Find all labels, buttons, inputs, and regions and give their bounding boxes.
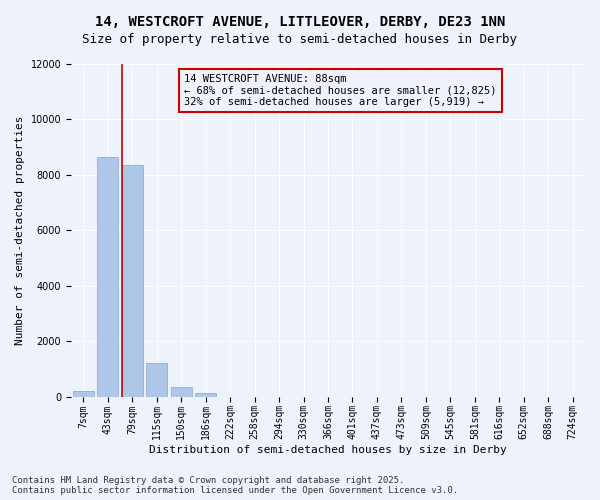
- Bar: [146, 364, 167, 396]
- Text: 14, WESTCROFT AVENUE, LITTLEOVER, DERBY, DE23 1NN: 14, WESTCROFT AVENUE, LITTLEOVER, DERBY,…: [95, 15, 505, 29]
- Y-axis label: Number of semi-detached properties: Number of semi-detached properties: [15, 116, 25, 345]
- Text: 14 WESTCROFT AVENUE: 88sqm
← 68% of semi-detached houses are smaller (12,825)
32: 14 WESTCROFT AVENUE: 88sqm ← 68% of semi…: [184, 74, 497, 107]
- X-axis label: Distribution of semi-detached houses by size in Derby: Distribution of semi-detached houses by …: [149, 445, 507, 455]
- Bar: [171, 387, 191, 396]
- Bar: [73, 391, 94, 396]
- Bar: [122, 165, 143, 396]
- Text: Size of property relative to semi-detached houses in Derby: Size of property relative to semi-detach…: [83, 32, 517, 46]
- Bar: [195, 393, 216, 396]
- Text: Contains HM Land Registry data © Crown copyright and database right 2025.
Contai: Contains HM Land Registry data © Crown c…: [12, 476, 458, 495]
- Bar: [97, 157, 118, 396]
